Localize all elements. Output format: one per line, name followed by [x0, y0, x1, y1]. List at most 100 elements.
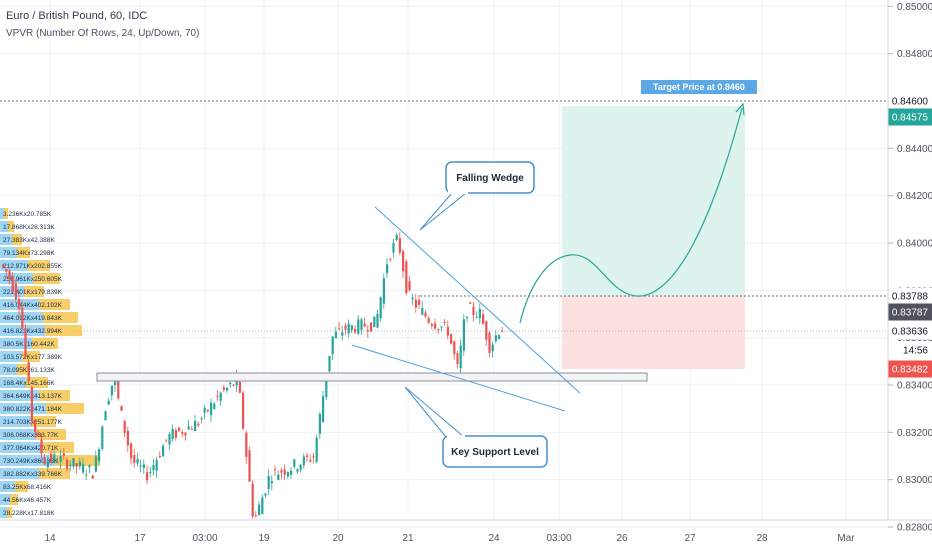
time-axis[interactable]: 14 17 03:00 19 20 21 24 03:00 26 27 28 Mar	[44, 533, 855, 544]
candle-body	[114, 380, 117, 386]
candle-body	[216, 395, 219, 397]
candle-body	[120, 406, 123, 411]
candle-body	[418, 299, 421, 305]
vp-bar-down	[15, 481, 28, 492]
candle-body	[501, 331, 504, 333]
key-support-callout[interactable]	[442, 435, 548, 468]
time-tick-label: 03:00	[546, 533, 571, 544]
candle-body	[46, 461, 49, 468]
candle-body	[315, 437, 318, 462]
indicator-title: VPVR (Number Of Rows, 24, Up/Down, 70)	[6, 28, 199, 39]
candle-body	[328, 356, 331, 372]
candle-body	[88, 465, 91, 468]
candle-body	[178, 427, 181, 431]
symbol-title: Euro / British Pound, 60, IDC	[6, 10, 147, 22]
stop-zone[interactable]	[562, 296, 745, 369]
price-axis[interactable]: 0.85000 0.84800 0.84600 0.84400 0.84200 0.840…	[888, 2, 932, 534]
candle-body	[210, 402, 213, 416]
candle-body	[498, 335, 501, 339]
candle-body	[82, 464, 85, 473]
support-zone[interactable]	[96, 372, 648, 382]
vp-bar-down	[17, 364, 30, 375]
candle-body	[453, 341, 456, 355]
vp-bar-down	[39, 299, 70, 310]
candle-body	[405, 261, 408, 294]
candle-body	[136, 459, 139, 464]
candle-body	[200, 418, 203, 420]
falling-wedge-callout[interactable]	[445, 161, 535, 194]
candle-body	[194, 420, 197, 431]
projection-path[interactable]	[519, 107, 743, 324]
candle-body	[213, 403, 216, 410]
vp-bar-up	[0, 442, 41, 453]
price-badge-box	[888, 360, 932, 378]
vp-label: 221.401Kx179.839K	[3, 289, 63, 296]
projection-arrow-icon	[735, 102, 745, 116]
vp-label: 212.971Kx202.855K	[3, 263, 63, 270]
vp-label: 27.383Kx42.388K	[3, 237, 55, 244]
time-tick-label: 19	[258, 533, 270, 544]
candle-body	[69, 464, 72, 467]
candle-body	[373, 316, 376, 328]
candle-body	[494, 335, 497, 342]
candle-body	[56, 462, 59, 464]
candle-body	[232, 384, 235, 386]
time-tick-label: 17	[134, 533, 146, 544]
candle-body	[478, 309, 481, 319]
candle-body	[142, 464, 145, 468]
target-zone[interactable]	[562, 106, 745, 296]
vp-bar-down	[55, 455, 100, 466]
vp-bar-down	[7, 507, 12, 518]
vp-label: 44.56Kx46.457K	[3, 497, 52, 504]
vp-bar-down	[10, 494, 18, 505]
price-tick-label: 0.83000	[897, 475, 932, 486]
vp-label: 416.823Kx432.994K	[3, 328, 63, 335]
candle-body	[299, 464, 302, 470]
time-tick-label: 28	[756, 533, 768, 544]
candle-body	[350, 325, 353, 330]
volume-profile: 3.236Kx20.785K 17.868Kx28.313K 27.383Kx42.…	[0, 208, 100, 518]
candle-body	[398, 238, 401, 253]
candle-body	[376, 313, 379, 328]
candle-body	[98, 449, 101, 462]
vp-bar-down	[45, 325, 82, 336]
candle-body	[408, 281, 411, 291]
vp-bar-down	[4, 208, 8, 219]
candle-body	[94, 456, 97, 472]
candle-body	[190, 428, 193, 430]
candle-body	[456, 353, 459, 364]
vp-bar-up	[0, 481, 15, 492]
candle-body	[184, 432, 187, 436]
candle-body	[251, 483, 254, 517]
vp-label: 416.044Kx402.192K	[3, 302, 63, 309]
candle-body	[238, 381, 241, 393]
vp-label: 3.236Kx20.785K	[3, 211, 52, 218]
time-tick-label: 27	[684, 533, 696, 544]
vp-bar-up	[0, 468, 39, 479]
price-badge-box	[888, 322, 932, 340]
candle-body	[267, 476, 270, 489]
time-tick-label: 26	[616, 533, 628, 544]
candle-body	[389, 258, 392, 260]
candle-body	[101, 426, 104, 450]
wedge-upper-line[interactable]	[374, 206, 581, 394]
callout-joint	[448, 190, 468, 194]
candle-body	[158, 456, 161, 458]
price-tick-label: 0.83400	[897, 381, 932, 392]
vp-bar-down	[26, 377, 48, 388]
candle-body	[5, 268, 8, 272]
candle-body	[53, 454, 56, 461]
candle-body	[30, 387, 33, 421]
price-tick-label: 0.83200	[897, 428, 932, 439]
wedge-lower-line[interactable]	[351, 344, 566, 412]
candle-body	[434, 323, 437, 329]
target-badge[interactable]	[641, 80, 757, 94]
candle-body	[66, 459, 69, 469]
price-badge-box	[888, 303, 932, 321]
price-badge-box	[888, 341, 932, 359]
vp-bar-up	[0, 403, 46, 414]
vp-label: 79.134Kx73.298K	[3, 250, 55, 257]
candle-body	[130, 443, 133, 459]
candle-body	[261, 497, 264, 514]
